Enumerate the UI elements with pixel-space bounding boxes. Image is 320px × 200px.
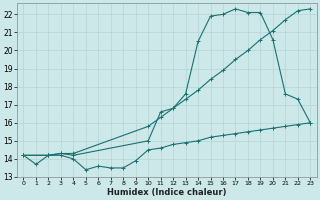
X-axis label: Humidex (Indice chaleur): Humidex (Indice chaleur) (107, 188, 227, 197)
